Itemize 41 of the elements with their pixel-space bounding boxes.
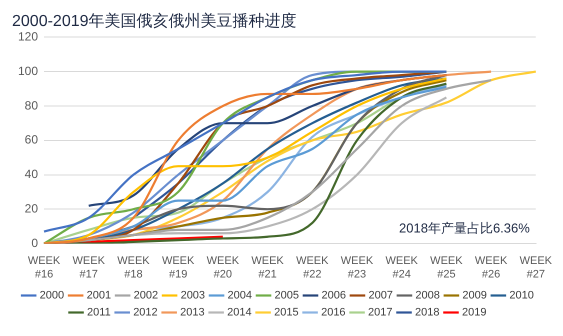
x-tick-label: WEEK #27 (520, 255, 553, 280)
x-tick-label: WEEK #17 (72, 255, 106, 280)
legend-label: 2012 (133, 306, 158, 319)
legend-label: 2001 (86, 290, 112, 302)
y-tick-label: 120 (18, 30, 38, 44)
chart-title: 2000-2019年美国俄亥俄州美豆播种进度 (12, 12, 297, 30)
legend-label: 2007 (368, 290, 393, 302)
y-tick-label: 0 (31, 236, 38, 250)
x-tick-label: WEEK #26 (474, 255, 508, 280)
legend-label: 2003 (180, 290, 206, 302)
x-tick-label: WEEK #19 (162, 255, 195, 280)
y-tick-label: 40 (24, 167, 38, 182)
x-tick-label: WEEK #22 (296, 255, 330, 280)
legend-label: 2019 (462, 306, 486, 319)
legend-label: 2014 (227, 306, 252, 319)
x-tick-label: WEEK #21 (251, 255, 284, 280)
legend-label: 2018 (415, 306, 440, 319)
y-tick-label: 20 (24, 202, 38, 216)
x-tick-label: WEEK #16 (28, 255, 61, 280)
x-tick-label: WEEK #24 (385, 255, 419, 280)
legend-label: 2010 (509, 290, 534, 302)
legend-label: 2009 (462, 290, 487, 302)
annotation: 2018年产量占比6.36% (399, 220, 530, 236)
legend-label: 2004 (228, 290, 252, 302)
y-tick-label: 60 (24, 132, 38, 147)
legend-label: 2005 (274, 290, 299, 302)
legend-label: 2016 (321, 306, 346, 319)
legend-label: 2008 (415, 290, 440, 302)
y-tick-label: 100 (18, 64, 38, 78)
legend-label: 2011 (87, 306, 111, 319)
x-tick-label: WEEK #18 (117, 255, 150, 280)
legend-label: 2015 (274, 306, 299, 319)
y-tick-label: 80 (24, 98, 38, 112)
legend-label: 2000 (40, 290, 64, 302)
x-tick-label: WEEK #20 (206, 255, 240, 280)
x-tick-label: WEEK #25 (430, 255, 464, 280)
legend-label: 2006 (321, 290, 346, 302)
legend-label: 2017 (368, 306, 393, 319)
legend-label: 2002 (134, 290, 158, 302)
x-tick-label: WEEK #23 (340, 255, 374, 280)
legend-label: 2013 (180, 306, 205, 319)
